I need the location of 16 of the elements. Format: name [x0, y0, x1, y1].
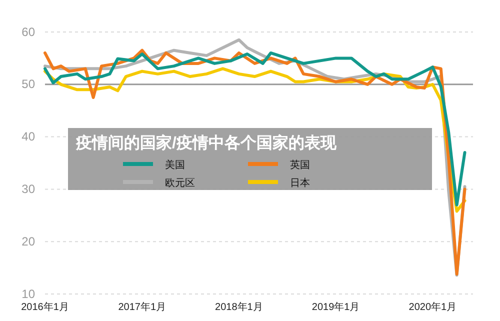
y-tick-label: 40	[22, 130, 36, 144]
text: 疫情间的国家/疫情中各个国家的表现	[75, 133, 338, 152]
legend-label: 日本	[290, 177, 310, 189]
legend-label: 美国	[165, 159, 185, 171]
x-tick-label: 2018年1月	[215, 301, 263, 314]
x-tick-label: 2020年1月	[408, 301, 457, 314]
y-tick-label: 60	[22, 24, 36, 39]
y-tick-label: 50	[22, 77, 36, 92]
x-tick-label: 2017年1月	[118, 301, 166, 314]
y-tick-label: 30	[22, 182, 36, 196]
legend-label: 英国	[290, 159, 310, 171]
x-tick-label: 2019年1月	[312, 301, 360, 314]
legend-label: 欧元区	[165, 178, 195, 189]
x-tick-label: 2016年1月	[21, 301, 69, 314]
y-tick-label: 10	[22, 286, 36, 301]
y-tick-label: 20	[22, 234, 36, 248]
